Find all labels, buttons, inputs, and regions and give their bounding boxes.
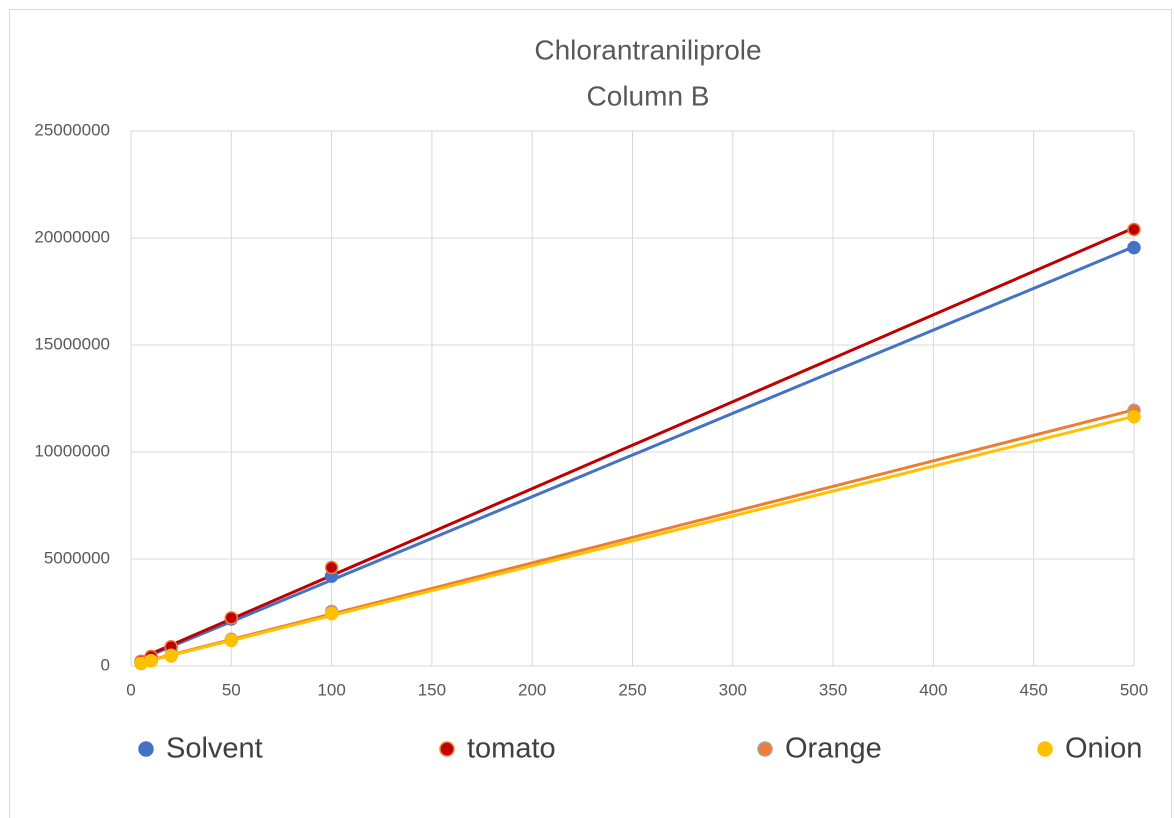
chart-title: Chlorantraniliprole <box>534 34 761 65</box>
trendline <box>140 245 1135 661</box>
x-tick-label: 250 <box>618 680 646 699</box>
legend-marker <box>757 741 773 757</box>
point <box>224 611 239 625</box>
y-tick-label: 0 <box>101 655 110 674</box>
chart-subtitle: Column B <box>587 80 710 111</box>
y-tick-label: 10000000 <box>34 441 110 460</box>
legend-marker <box>138 741 154 757</box>
x-tick-label: 300 <box>719 680 747 699</box>
trendline <box>140 226 1135 660</box>
legend-label: Solvent <box>166 733 263 765</box>
point <box>224 633 239 648</box>
x-tick-label: 450 <box>1020 680 1048 699</box>
legend-marker <box>439 741 455 757</box>
point <box>1127 222 1141 237</box>
y-tick-label: 20000000 <box>34 227 110 246</box>
point <box>324 606 339 621</box>
x-tick-label: 100 <box>317 680 345 699</box>
point <box>1127 240 1141 255</box>
legend-label: Onion <box>1065 733 1142 765</box>
point <box>164 649 178 663</box>
x-tick-label: 200 <box>518 680 546 699</box>
x-tick-label: 0 <box>126 680 135 699</box>
x-tick-label: 50 <box>222 680 241 699</box>
x-tick-label: 150 <box>418 680 446 699</box>
point <box>144 654 158 668</box>
trendline <box>140 414 1135 665</box>
x-tick-label: 350 <box>819 680 847 699</box>
legend-label: Orange <box>785 733 882 765</box>
chart-border <box>9 9 1172 818</box>
x-tick-label: 500 <box>1120 680 1148 699</box>
y-tick-label: 5000000 <box>44 548 110 567</box>
x-tick-label: 400 <box>919 680 947 699</box>
point <box>1127 409 1141 424</box>
point <box>324 560 339 575</box>
legend-marker <box>1037 741 1053 757</box>
y-tick-label: 15000000 <box>34 334 110 353</box>
y-tick-label: 25000000 <box>34 120 110 139</box>
legend-label: tomato <box>467 733 556 765</box>
